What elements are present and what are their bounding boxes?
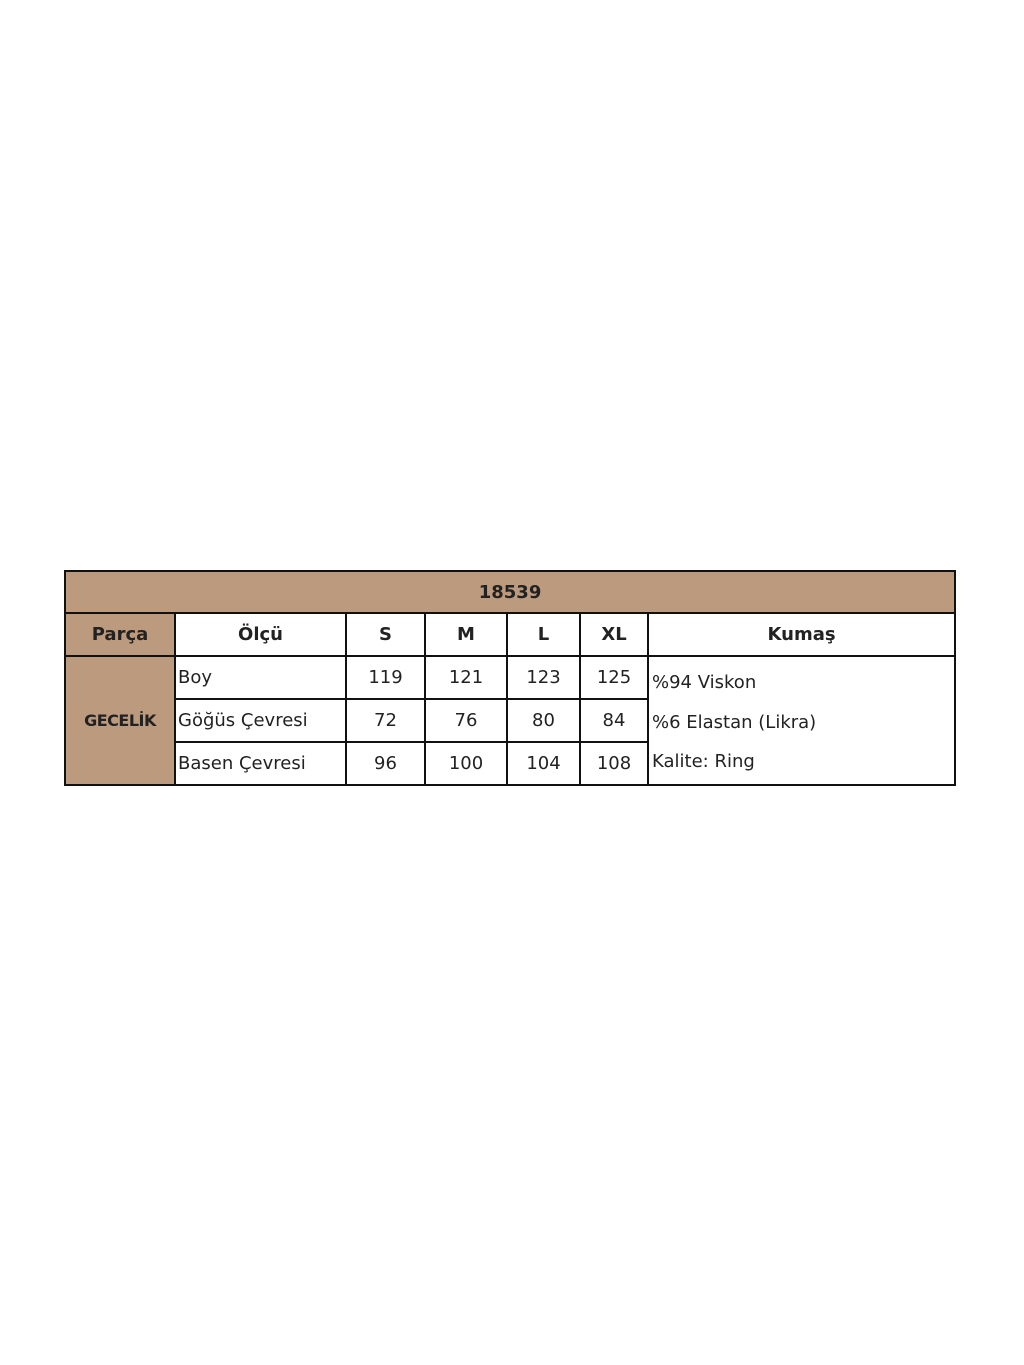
- value-l: 80: [506, 698, 581, 743]
- header-row: Parça Ölçü S M L XL Kumaş: [64, 612, 957, 657]
- value-m: 76: [424, 698, 508, 743]
- value-l: 104: [506, 741, 581, 786]
- table-row: Basen Çevresi 96 100 104 108: [65, 741, 955, 786]
- measure-label: Göğüs Çevresi: [174, 698, 347, 743]
- title-row: 18539: [63, 570, 957, 614]
- header-size-m: M: [424, 612, 508, 657]
- product-code: 18539: [63, 570, 957, 614]
- fabric-info: %94 Viskon %6 Elastan (Likra) Kalite: Ri…: [646, 655, 957, 786]
- header-part: Parça: [64, 612, 176, 657]
- value-xl: 84: [579, 698, 649, 743]
- value-m: 100: [424, 741, 508, 786]
- value-s: 96: [345, 741, 426, 786]
- fabric-line: Kalite: Ring: [652, 751, 755, 772]
- header-measure: Ölçü: [174, 612, 347, 657]
- table-row: GECELİK Boy 119 121 123 125 %94 Viskon %…: [64, 655, 957, 786]
- fabric-line: %6 Elastan (Likra): [652, 711, 817, 733]
- value-m: 121: [424, 655, 508, 700]
- part-name: GECELİK: [64, 655, 176, 786]
- value-l: 123: [506, 655, 581, 700]
- table-row: Göğüs Çevresi 72 76 80 84: [65, 698, 955, 743]
- value-s: 72: [345, 698, 426, 743]
- fabric-line: %94 Viskon: [652, 672, 757, 693]
- header-size-l: L: [506, 612, 581, 657]
- measure-label: Basen Çevresi: [174, 741, 347, 786]
- header-fabric: Kumaş: [646, 612, 957, 657]
- measure-label: Boy: [174, 655, 347, 700]
- header-size-xl: XL: [579, 612, 649, 657]
- size-chart-table: 18539 Parça Ölçü S M L XL Kumaş GECELİK …: [63, 570, 957, 786]
- header-size-s: S: [345, 612, 426, 657]
- value-s: 119: [345, 655, 426, 700]
- value-xl: 108: [579, 741, 649, 786]
- value-xl: 125: [579, 655, 649, 700]
